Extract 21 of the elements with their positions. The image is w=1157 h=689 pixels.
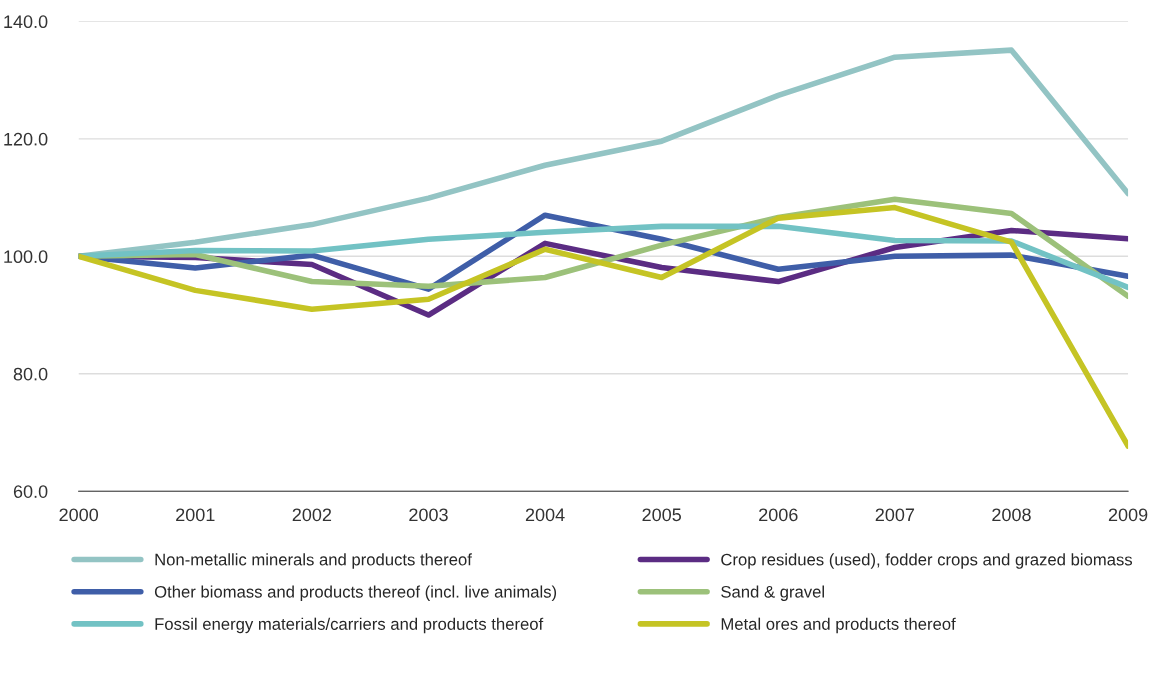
legend-label: Other biomass and products thereof (incl. live animals) xyxy=(154,585,557,601)
y-tick-label: 60.0 xyxy=(13,485,48,498)
x-tick-label: 2004 xyxy=(525,508,565,522)
x-tick-label: 2006 xyxy=(759,508,798,522)
y-tick-label: 140.0 xyxy=(4,15,48,29)
y-tick-label: 100.0 xyxy=(4,250,48,264)
x-tick-label: 2003 xyxy=(409,508,448,522)
y-tick-label: 80.0 xyxy=(13,367,48,381)
y-tick-label: 120.0 xyxy=(4,132,48,146)
x-tick-label: 2009 xyxy=(1108,508,1148,522)
legend-label: Crop residues (used), fodder crops and grazed biomass xyxy=(721,553,1133,569)
legend-label: Sand & gravel xyxy=(721,585,824,601)
x-tick-label: 2005 xyxy=(642,508,681,522)
x-tick-label: 2008 xyxy=(992,508,1031,522)
x-tick-label: 2001 xyxy=(176,508,215,522)
x-tick-label: 2002 xyxy=(292,508,332,522)
legend-label: Metal ores and products thereof xyxy=(721,617,956,634)
legend-label: Non-metallic minerals and products thereof xyxy=(155,553,472,569)
legend-label: Fossil energy materials/carriers and products thereof xyxy=(155,617,544,634)
x-tick-label: 2000 xyxy=(59,508,99,522)
x-tick-label: 2007 xyxy=(875,508,915,522)
